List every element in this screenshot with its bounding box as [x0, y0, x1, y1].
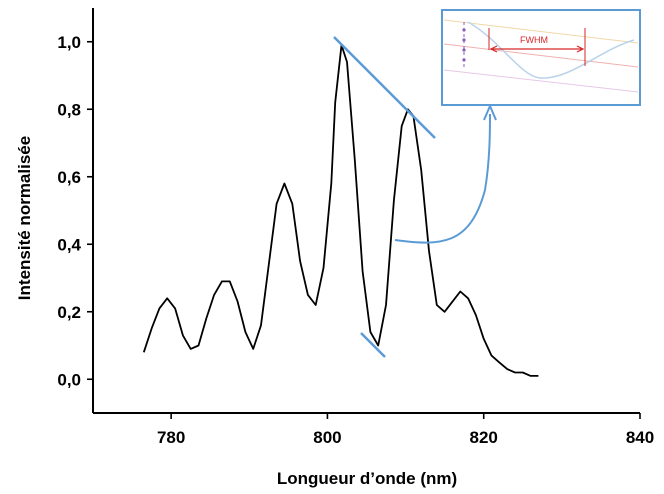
envelope-line-upper	[333, 36, 436, 139]
inset-dot	[462, 38, 466, 42]
inset-guide-bottom	[443, 69, 639, 93]
y-tick-label: 0,2	[57, 303, 81, 322]
inset-guide-mid	[443, 43, 639, 68]
fwhm-inset: FWHM	[441, 9, 641, 106]
inset-fwhm-arrowhead-right	[576, 45, 585, 53]
x-ticks: 780 800 820 840	[157, 413, 654, 447]
x-tick-label: 780	[157, 428, 185, 447]
y-tick-label: 0,0	[57, 370, 81, 389]
y-tick-label: 1,0	[57, 33, 81, 52]
inset-fwhm-label: FWHM	[520, 35, 548, 45]
inset-arrow	[394, 113, 491, 244]
x-tick-label: 840	[626, 428, 654, 447]
inset-fwhm-arrowhead-left	[489, 45, 498, 53]
inset-dot	[462, 28, 466, 32]
x-tick-label: 820	[470, 428, 498, 447]
y-ticks: 0,0 0,2 0,4 0,6 0,8 1,0	[57, 33, 93, 389]
inset-guide-top	[443, 19, 639, 44]
y-tick-label: 0,6	[57, 168, 81, 187]
inset-dot	[462, 48, 466, 52]
x-axis-title: Longueur d’onde (nm)	[277, 469, 457, 488]
envelope-line-lower	[360, 332, 386, 358]
inset-curve	[467, 21, 635, 79]
y-axis-title: Intensité normalisée	[15, 136, 34, 300]
axes	[92, 8, 640, 414]
x-tick-label: 800	[313, 428, 341, 447]
inset-frame	[441, 9, 641, 106]
y-tick-label: 0,4	[57, 235, 81, 254]
inset-dot	[462, 58, 466, 62]
y-tick-label: 0,8	[57, 100, 81, 119]
